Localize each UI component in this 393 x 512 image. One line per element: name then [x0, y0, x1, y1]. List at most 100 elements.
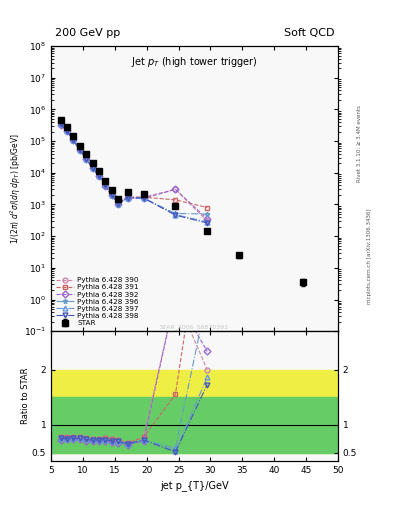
Pythia 6.428 391	[103, 182, 108, 188]
Pythia 6.428 391	[205, 204, 209, 210]
Pythia 6.428 396	[65, 128, 70, 134]
Pythia 6.428 398	[141, 195, 146, 201]
Pythia 6.428 392	[71, 137, 76, 143]
Pythia 6.428 390	[205, 218, 209, 224]
Pythia 6.428 392	[84, 156, 88, 162]
Pythia 6.428 392	[77, 147, 82, 153]
Pythia 6.428 397	[84, 156, 88, 162]
Pythia 6.428 398	[109, 192, 114, 198]
Line: Pythia 6.428 391: Pythia 6.428 391	[58, 121, 210, 210]
Pythia 6.428 398	[205, 220, 209, 226]
Pythia 6.428 396	[103, 182, 108, 188]
Pythia 6.428 398	[173, 212, 178, 218]
Pythia 6.428 396	[84, 156, 88, 162]
Pythia 6.428 390	[103, 182, 108, 188]
Pythia 6.428 392	[109, 192, 114, 198]
Pythia 6.428 392	[58, 122, 63, 128]
Pythia 6.428 392	[65, 128, 70, 134]
Pythia 6.428 392	[103, 183, 108, 189]
Pythia 6.428 392	[90, 165, 95, 171]
Pythia 6.428 397	[77, 147, 82, 153]
Pythia 6.428 390	[84, 155, 88, 161]
Legend: Pythia 6.428 390, Pythia 6.428 391, Pythia 6.428 392, Pythia 6.428 396, Pythia 6: Pythia 6.428 390, Pythia 6.428 391, Pyth…	[55, 276, 140, 328]
Y-axis label: $1/(2\pi)\ d^2\sigma/(d\eta\ dp_T)\ [\mathrm{pb/GeV}]$: $1/(2\pi)\ d^2\sigma/(d\eta\ dp_T)\ [\ma…	[8, 133, 22, 244]
Text: Rivet 3.1.10; ≥ 3.4M events: Rivet 3.1.10; ≥ 3.4M events	[357, 105, 362, 182]
Pythia 6.428 391	[125, 194, 130, 200]
Pythia 6.428 396	[173, 210, 178, 217]
Pythia 6.428 392	[116, 201, 120, 207]
Pythia 6.428 391	[77, 146, 82, 153]
Text: Soft QCD: Soft QCD	[284, 28, 334, 38]
Pythia 6.428 392	[141, 196, 146, 202]
Pythia 6.428 392	[97, 173, 101, 179]
Line: Pythia 6.428 392: Pythia 6.428 392	[58, 122, 210, 221]
Pythia 6.428 397	[125, 195, 130, 201]
Pythia 6.428 397	[173, 211, 178, 218]
Pythia 6.428 398	[97, 173, 101, 179]
Pythia 6.428 390	[71, 137, 76, 143]
Pythia 6.428 391	[58, 121, 63, 127]
Pythia 6.428 397	[109, 192, 114, 198]
Pythia 6.428 391	[71, 137, 76, 143]
Pythia 6.428 391	[141, 194, 146, 200]
Pythia 6.428 398	[103, 182, 108, 188]
Pythia 6.428 396	[116, 201, 120, 207]
Pythia 6.428 390	[109, 191, 114, 197]
Pythia 6.428 390	[173, 186, 178, 193]
Pythia 6.428 398	[125, 195, 130, 201]
Pythia 6.428 391	[116, 200, 120, 206]
Y-axis label: Ratio to STAR: Ratio to STAR	[22, 368, 31, 424]
Pythia 6.428 398	[71, 137, 76, 143]
Pythia 6.428 392	[125, 195, 130, 201]
Pythia 6.428 390	[65, 127, 70, 133]
Pythia 6.428 397	[97, 173, 101, 179]
Pythia 6.428 396	[141, 195, 146, 201]
Line: Pythia 6.428 398: Pythia 6.428 398	[58, 122, 210, 225]
Text: 200 GeV pp: 200 GeV pp	[55, 28, 120, 38]
Pythia 6.428 396	[90, 165, 95, 171]
Text: Jet $p_T$ (high tower trigger): Jet $p_T$ (high tower trigger)	[131, 55, 258, 69]
Bar	[51, 370, 338, 453]
Pythia 6.428 397	[205, 219, 209, 225]
Pythia 6.428 396	[97, 173, 101, 179]
Pythia 6.428 397	[141, 195, 146, 201]
Pythia 6.428 396	[109, 192, 114, 198]
Pythia 6.428 390	[97, 173, 101, 179]
Pythia 6.428 398	[58, 121, 63, 127]
Pythia 6.428 396	[125, 195, 130, 201]
Pythia 6.428 391	[97, 173, 101, 179]
X-axis label: jet p_{T}/GeV: jet p_{T}/GeV	[160, 480, 229, 491]
Text: mcplots.cern.ch [arXiv:1306.3436]: mcplots.cern.ch [arXiv:1306.3436]	[367, 208, 372, 304]
Pythia 6.428 396	[71, 137, 76, 143]
Line: Pythia 6.428 396: Pythia 6.428 396	[58, 122, 210, 217]
Pythia 6.428 391	[109, 191, 114, 197]
Pythia 6.428 398	[90, 165, 95, 171]
Pythia 6.428 397	[103, 182, 108, 188]
Pythia 6.428 397	[58, 121, 63, 127]
Line: Pythia 6.428 390: Pythia 6.428 390	[58, 121, 210, 223]
Pythia 6.428 390	[58, 121, 63, 127]
Pythia 6.428 398	[84, 156, 88, 162]
Pythia 6.428 397	[90, 165, 95, 171]
Pythia 6.428 397	[71, 137, 76, 143]
Pythia 6.428 396	[205, 211, 209, 217]
Bar	[51, 397, 338, 453]
Pythia 6.428 391	[173, 197, 178, 203]
Pythia 6.428 391	[84, 155, 88, 161]
Text: STAR_2006_S6870392: STAR_2006_S6870392	[160, 324, 229, 330]
Pythia 6.428 392	[173, 186, 178, 193]
Pythia 6.428 396	[58, 121, 63, 127]
Pythia 6.428 390	[77, 146, 82, 153]
Pythia 6.428 398	[77, 147, 82, 153]
Pythia 6.428 398	[116, 201, 120, 207]
Pythia 6.428 390	[125, 194, 130, 200]
Pythia 6.428 397	[116, 201, 120, 207]
Pythia 6.428 390	[90, 164, 95, 170]
Pythia 6.428 398	[65, 128, 70, 134]
Pythia 6.428 391	[90, 164, 95, 170]
Line: Pythia 6.428 397: Pythia 6.428 397	[58, 122, 210, 224]
Pythia 6.428 397	[65, 128, 70, 134]
Pythia 6.428 392	[205, 216, 209, 222]
Pythia 6.428 390	[116, 200, 120, 206]
Pythia 6.428 391	[65, 127, 70, 133]
